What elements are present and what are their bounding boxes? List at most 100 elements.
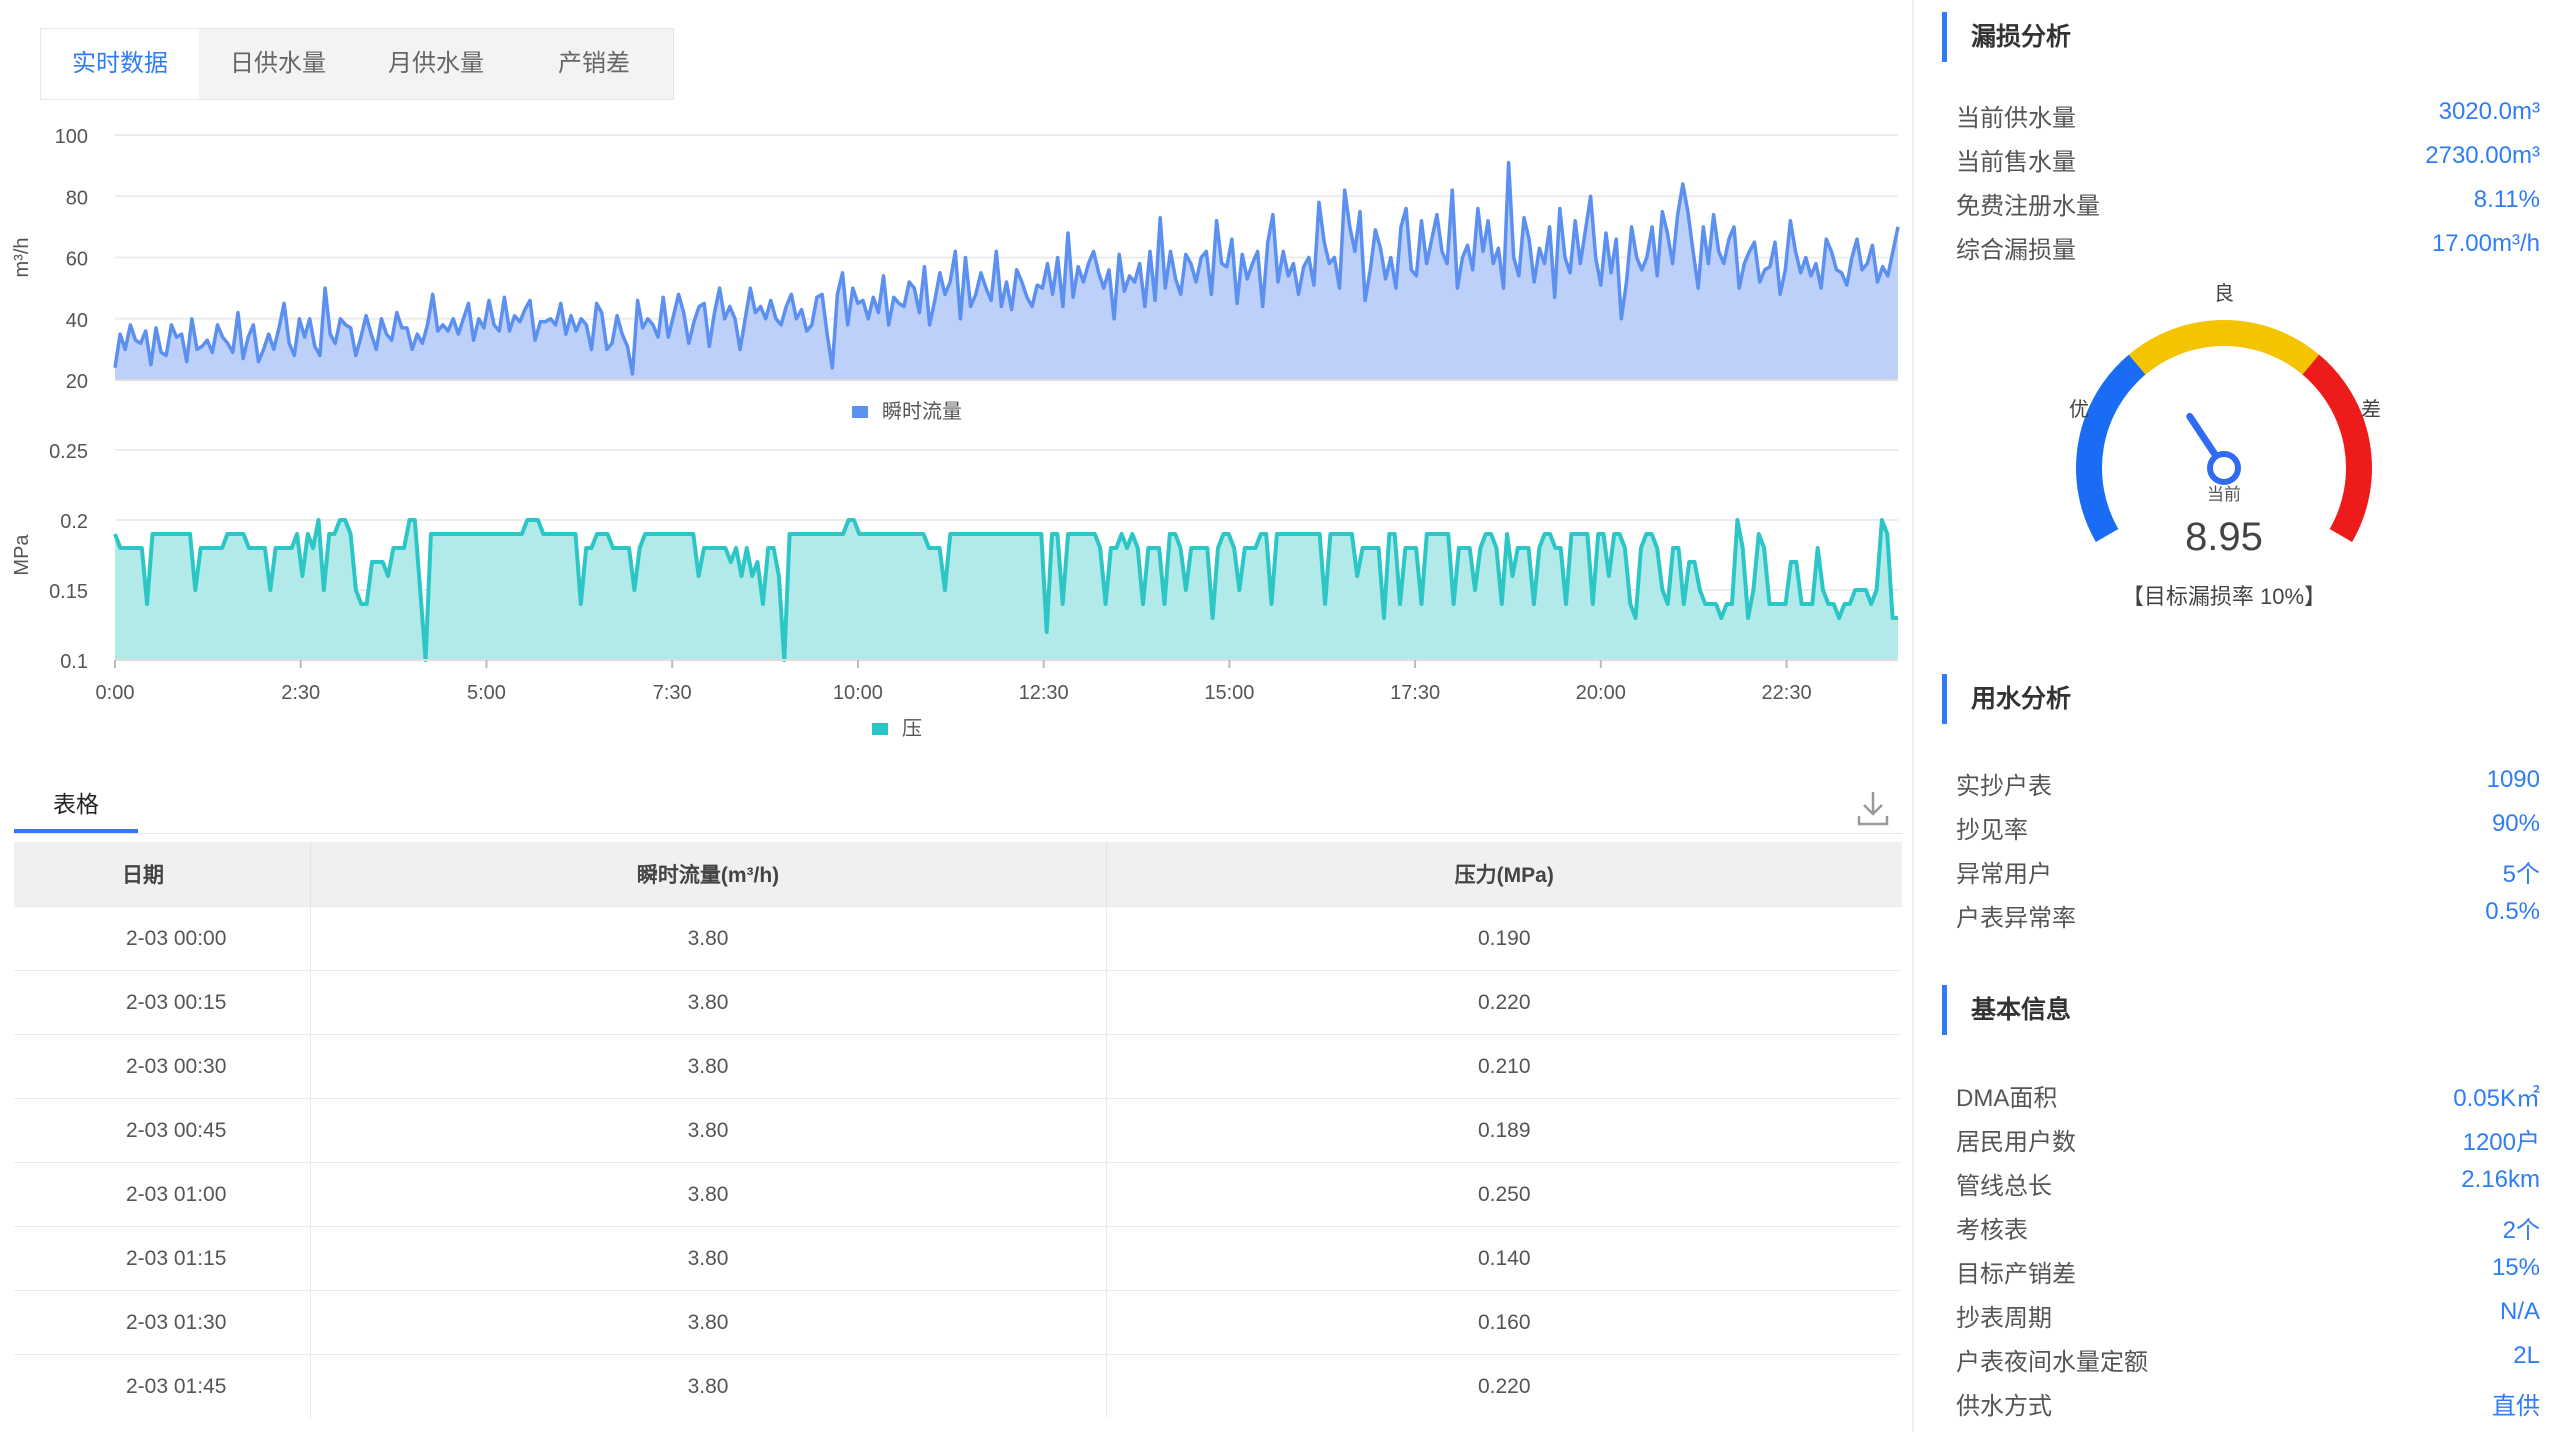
kv-value: 2个 [2502,1217,2540,1244]
table-row[interactable]: 2-03 01:15 3.80 0.140 [14,1226,1902,1291]
kv-row: 当前售水量 2730.00m³ [1956,142,2540,182]
cell-flow: 3.80 [310,1034,1107,1099]
gauge-target: 【目标漏损率 10%】 [2122,584,2326,609]
x-tick-label: 0:00 [96,682,135,704]
table-row[interactable]: 2-03 00:30 3.80 0.210 [14,1034,1902,1099]
kv-row: 目标产销差 15% [1956,1254,2540,1294]
cell-pressure: 0.160 [1106,1290,1902,1355]
table-row[interactable]: 2-03 00:15 3.80 0.220 [14,970,1902,1035]
kv-row: 抄见率 90% [1956,810,2540,850]
series-area [115,162,1898,380]
kv-value: 1200户 [2462,1129,2540,1156]
kv-row: 考核表 2个 [1956,1210,2540,1250]
y-axis-label: m³/h [11,238,33,278]
table-row[interactable]: 2-03 01:30 3.80 0.160 [14,1290,1902,1355]
kv-value: N/A [2499,1298,2540,1325]
tab-daily-supply[interactable]: 日供水量 [230,50,326,77]
kv-label: 异常用户 [1956,861,2052,888]
kv-value: 0.05K㎡ [2453,1085,2540,1112]
leak-rate-gauge: 良 优 差 当前 8.95 【目标漏损率 10%】 [2069,282,2381,609]
kv-row: 居民用户数 1200户 [1956,1122,2540,1162]
x-tick-label: 2:30 [281,682,320,704]
kv-value: 15% [2491,1254,2540,1281]
x-tick-label: 22:30 [1762,682,1812,704]
y-tick-label: 60 [66,249,88,271]
tab-monthly-supply[interactable]: 月供水量 [388,50,484,77]
cell-pressure: 0.190 [1106,906,1902,971]
gauge-label-poor: 差 [2361,398,2381,421]
cell-flow: 3.80 [310,1162,1107,1227]
kv-label: 抄表周期 [1956,1305,2052,1332]
legend-label: 瞬时流量 [882,400,962,423]
cell-pressure: 0.220 [1106,1354,1902,1418]
kv-value: 0.5% [2485,898,2540,925]
kv-label: 免费注册水量 [1956,193,2100,220]
y-tick-label: 40 [66,310,88,332]
kv-row: 免费注册水量 8.11% [1956,186,2540,226]
kv-label: 居民用户数 [1956,1129,2076,1156]
gauge-value: 8.95 [2185,515,2263,559]
table-row[interactable]: 2-03 00:00 3.80 0.190 [14,906,1902,971]
y-tick-label: 100 [55,126,88,148]
series-line [113,518,1898,662]
legend-label: 压 [902,718,922,740]
download-icon[interactable] [1856,788,1890,828]
realtime-charts: 100 80 60 40 20 m³/h 瞬时流量 0.25 0.2 0.15 0.1 MPa 0:00… [11,126,1900,740]
cell-pressure: 0.210 [1106,1034,1902,1099]
y-tick-label: 0.15 [49,581,88,603]
cell-date: 2-03 00:45 [14,1098,311,1163]
cell-flow: 3.80 [310,1354,1107,1418]
section-title-leak-analysis: 漏损分析 [1942,12,2071,62]
kv-row: 户表夜间水量定额 2L [1956,1342,2540,1382]
kv-row: 管线总长 2.16km [1956,1166,2540,1206]
column-header-pressure[interactable]: 压力(MPa) [1106,842,1902,907]
x-tick-label: 15:00 [1204,682,1254,704]
kv-label: 户表夜间水量定额 [1956,1349,2148,1376]
gauge-arc-good [2128,320,2320,375]
table-row[interactable]: 2-03 00:45 3.80 0.189 [14,1098,1902,1163]
kv-value: 90% [2491,810,2540,837]
tab-realtime-data[interactable]: 实时数据 [41,29,199,99]
kv-value: 5个 [2502,861,2540,888]
table-row[interactable]: 2-03 01:00 3.80 0.250 [14,1162,1902,1227]
kv-row: 抄表周期 N/A [1956,1298,2540,1338]
kv-label: 管线总长 [1956,1173,2052,1200]
kv-label: 实抄户表 [1956,773,2052,800]
kv-value: 2L [2513,1342,2540,1369]
kv-value: 2730.00m³ [2425,142,2540,169]
tab-bar: 实时数据 日供水量 月供水量 产销差 [40,28,674,100]
kv-label: 综合漏损量 [1956,237,2076,264]
cell-pressure: 0.140 [1106,1226,1902,1291]
gauge-label-good: 良 [2214,282,2234,305]
tab-production-sales-gap[interactable]: 产销差 [558,50,630,77]
gauge-pivot [2207,451,2241,485]
kv-row: DMA面积 0.05K㎡ [1956,1078,2540,1118]
kv-label: 目标产销差 [1956,1261,2076,1288]
kv-label: 户表异常率 [1956,905,2076,932]
cell-pressure: 0.220 [1106,970,1902,1035]
cell-pressure: 0.189 [1106,1098,1902,1163]
kv-value: 1090 [2486,766,2540,793]
table-tab[interactable]: 表格 [14,785,138,833]
kv-label: 抄见率 [1956,817,2028,844]
gauge-arc-poor [2302,354,2372,542]
section-title-usage-analysis: 用水分析 [1942,674,2071,724]
kv-value: 8.11% [2473,186,2540,213]
x-tick-label: 12:30 [1019,682,1069,704]
cell-flow: 3.80 [310,906,1107,971]
table-tab-divider [14,833,1902,834]
data-table: 日期 瞬时流量(m³/h) 压力(MPa) 2-03 00:00 3.80 0.19… [14,842,1902,1418]
cell-flow: 3.80 [310,1098,1107,1163]
y-axis-label: MPa [11,534,33,576]
series-area [115,520,1898,660]
x-tick-label: 5:00 [467,682,506,704]
column-header-date[interactable]: 日期 [14,842,311,907]
kv-label: 考核表 [1956,1217,2028,1244]
kv-row: 当前供水量 3020.0m³ [1956,98,2540,138]
kv-label: 当前售水量 [1956,149,2076,176]
column-header-flow[interactable]: 瞬时流量(m³/h) [310,842,1107,907]
y-tick-label: 20 [66,371,88,393]
kv-row: 户表异常率 0.5% [1956,898,2540,938]
kv-value: 2.16km [2461,1166,2540,1193]
table-row[interactable]: 2-03 01:45 3.80 0.220 [14,1354,1902,1418]
